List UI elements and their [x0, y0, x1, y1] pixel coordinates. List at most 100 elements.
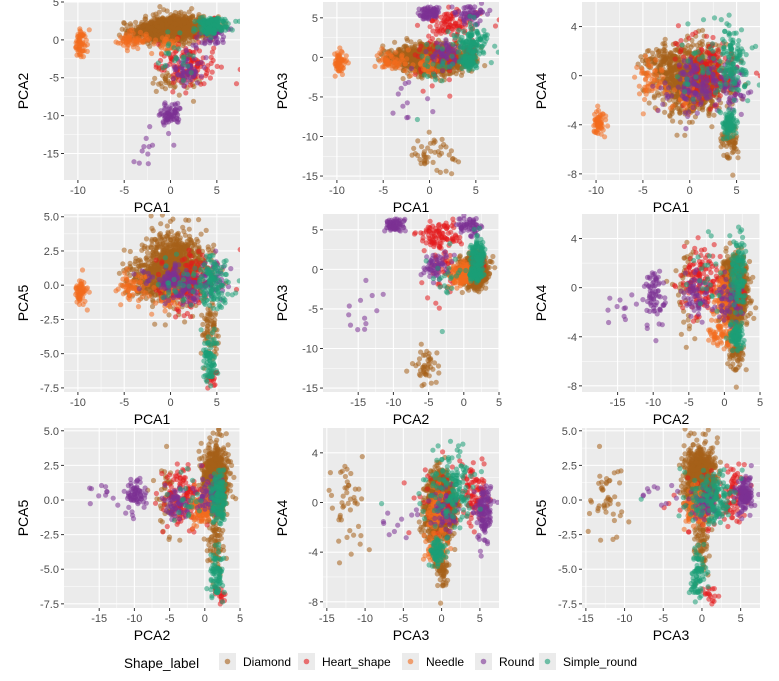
point-round — [176, 116, 182, 123]
y-tick-label: -15 — [302, 171, 318, 183]
point-simple_round — [445, 29, 451, 35]
point-simple_round — [471, 40, 477, 46]
x-tick-label: 0 — [426, 185, 432, 197]
point-simple_round — [469, 26, 475, 32]
y-tick-label: -10 — [302, 131, 318, 143]
y-tick-label: 5 — [312, 13, 318, 25]
point-simple_round — [419, 53, 425, 59]
point-round — [163, 116, 169, 122]
point-simple_round — [155, 60, 161, 66]
point-needle — [83, 37, 89, 43]
point-needle — [399, 53, 405, 60]
point-simple_round — [236, 18, 240, 24]
point-diamond — [434, 167, 440, 173]
point-needle — [122, 35, 128, 41]
point-simple_round — [439, 78, 445, 84]
point-needle — [80, 54, 86, 60]
point-diamond — [152, 20, 159, 26]
point-simple_round — [455, 33, 461, 39]
point-diamond — [187, 22, 193, 28]
point-round — [186, 74, 192, 80]
point-needle — [81, 42, 87, 48]
x-axis-title: PCA1 — [393, 199, 430, 215]
point-heart_shape — [420, 88, 426, 94]
point-round — [175, 72, 181, 78]
point-diamond — [163, 80, 169, 86]
point-round — [449, 4, 455, 10]
point-heart_shape — [438, 14, 444, 20]
point-diamond — [417, 156, 423, 163]
point-heart_shape — [412, 52, 418, 58]
point-needle — [135, 45, 141, 52]
point-diamond — [135, 24, 142, 30]
point-simple_round — [492, 43, 498, 49]
point-diamond — [411, 145, 417, 151]
point-round — [198, 73, 204, 79]
y-tick-label: -5 — [49, 73, 59, 85]
point-simple_round — [166, 50, 172, 56]
point-needle — [336, 56, 342, 62]
point-simple_round — [192, 18, 198, 25]
point-simple_round — [173, 56, 180, 62]
point-round — [405, 114, 411, 120]
point-simple_round — [431, 71, 437, 77]
point-diamond — [441, 141, 447, 148]
point-simple_round — [467, 20, 473, 26]
point-round — [166, 105, 172, 111]
point-needle — [393, 49, 399, 55]
point-needle — [342, 58, 348, 65]
point-round — [461, 10, 467, 16]
point-round — [484, 11, 491, 17]
point-diamond — [159, 21, 165, 27]
point-simple_round — [424, 58, 430, 64]
point-simple_round — [180, 61, 186, 67]
point-round — [157, 111, 163, 117]
point-diamond — [432, 149, 438, 155]
point-simple_round — [476, 51, 483, 57]
point-needle — [77, 26, 83, 32]
x-tick-label: -5 — [119, 185, 129, 197]
point-diamond — [421, 154, 427, 160]
point-diamond — [175, 16, 181, 22]
point-simple_round — [456, 27, 462, 33]
point-needle — [417, 60, 424, 67]
point-heart_shape — [426, 33, 432, 39]
point-heart_shape — [209, 49, 215, 55]
point-round — [400, 103, 406, 109]
point-round — [436, 5, 442, 11]
point-heart_shape — [492, 23, 499, 29]
x-tick-label: 5 — [473, 185, 479, 197]
point-heart_shape — [453, 20, 459, 27]
point-diamond — [140, 23, 146, 29]
point-simple_round — [176, 46, 182, 52]
point-diamond — [152, 75, 158, 81]
point-heart_shape — [433, 18, 439, 24]
point-diamond — [458, 72, 465, 78]
x-tick-label: 0 — [687, 185, 693, 197]
point-simple_round — [479, 44, 485, 50]
data-points — [73, 4, 240, 167]
point-simple_round — [186, 52, 192, 58]
point-round — [183, 47, 189, 53]
point-heart_shape — [457, 18, 463, 24]
point-diamond — [409, 152, 415, 158]
point-simple_round — [467, 13, 473, 19]
point-round — [415, 10, 421, 16]
point-simple_round — [474, 28, 480, 34]
point-simple_round — [478, 37, 484, 43]
point-simple_round — [165, 43, 171, 49]
point-simple_round — [430, 61, 436, 67]
point-simple_round — [233, 18, 239, 24]
point-diamond — [482, 63, 488, 69]
point-diamond — [656, 48, 662, 54]
point-heart_shape — [443, 11, 449, 17]
y-tick-label: 5 — [53, 0, 59, 9]
point-needle — [390, 58, 396, 65]
point-round — [477, 18, 483, 24]
point-round — [177, 105, 183, 112]
point-heart_shape — [496, 17, 499, 23]
point-simple_round — [208, 35, 214, 41]
point-round — [461, 21, 468, 27]
point-round — [438, 50, 444, 56]
